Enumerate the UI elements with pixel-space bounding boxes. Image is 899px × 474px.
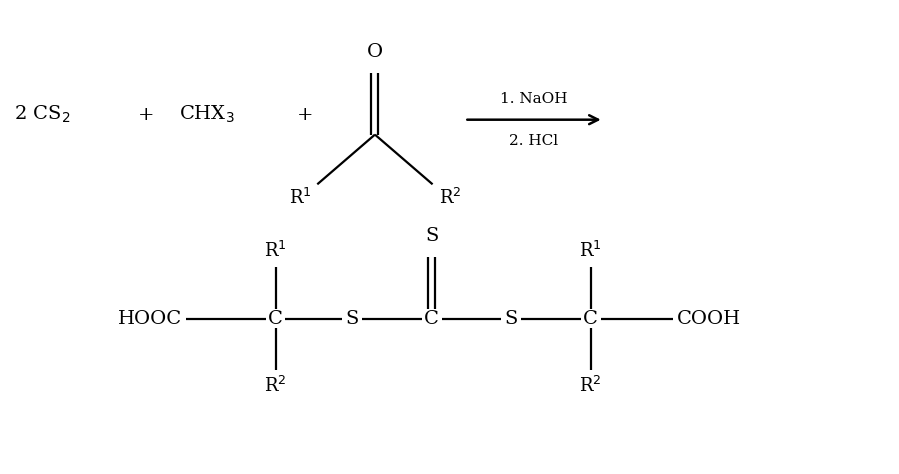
Text: R$^2$: R$^2$ [264,376,287,396]
Text: 1. NaOH: 1. NaOH [500,92,568,106]
Text: R$^1$: R$^1$ [579,241,602,261]
Text: +: + [297,106,314,124]
Text: S: S [425,227,438,245]
Text: +: + [138,106,155,124]
Text: CHX$_3$: CHX$_3$ [179,104,235,125]
Text: C: C [424,310,439,328]
Text: R$^2$: R$^2$ [580,376,602,396]
Text: C: C [583,310,598,328]
Text: COOH: COOH [677,310,742,328]
Text: HOOC: HOOC [118,310,182,328]
Text: S: S [345,310,359,328]
Text: O: O [367,43,383,61]
Text: R$^1$: R$^1$ [264,241,287,261]
Text: R$^1$: R$^1$ [289,188,311,209]
Text: 2 CS$_2$: 2 CS$_2$ [14,104,70,125]
Text: 2. HCl: 2. HCl [510,134,558,147]
Text: C: C [268,310,283,328]
Text: R$^2$: R$^2$ [439,188,461,209]
Text: S: S [504,310,518,328]
